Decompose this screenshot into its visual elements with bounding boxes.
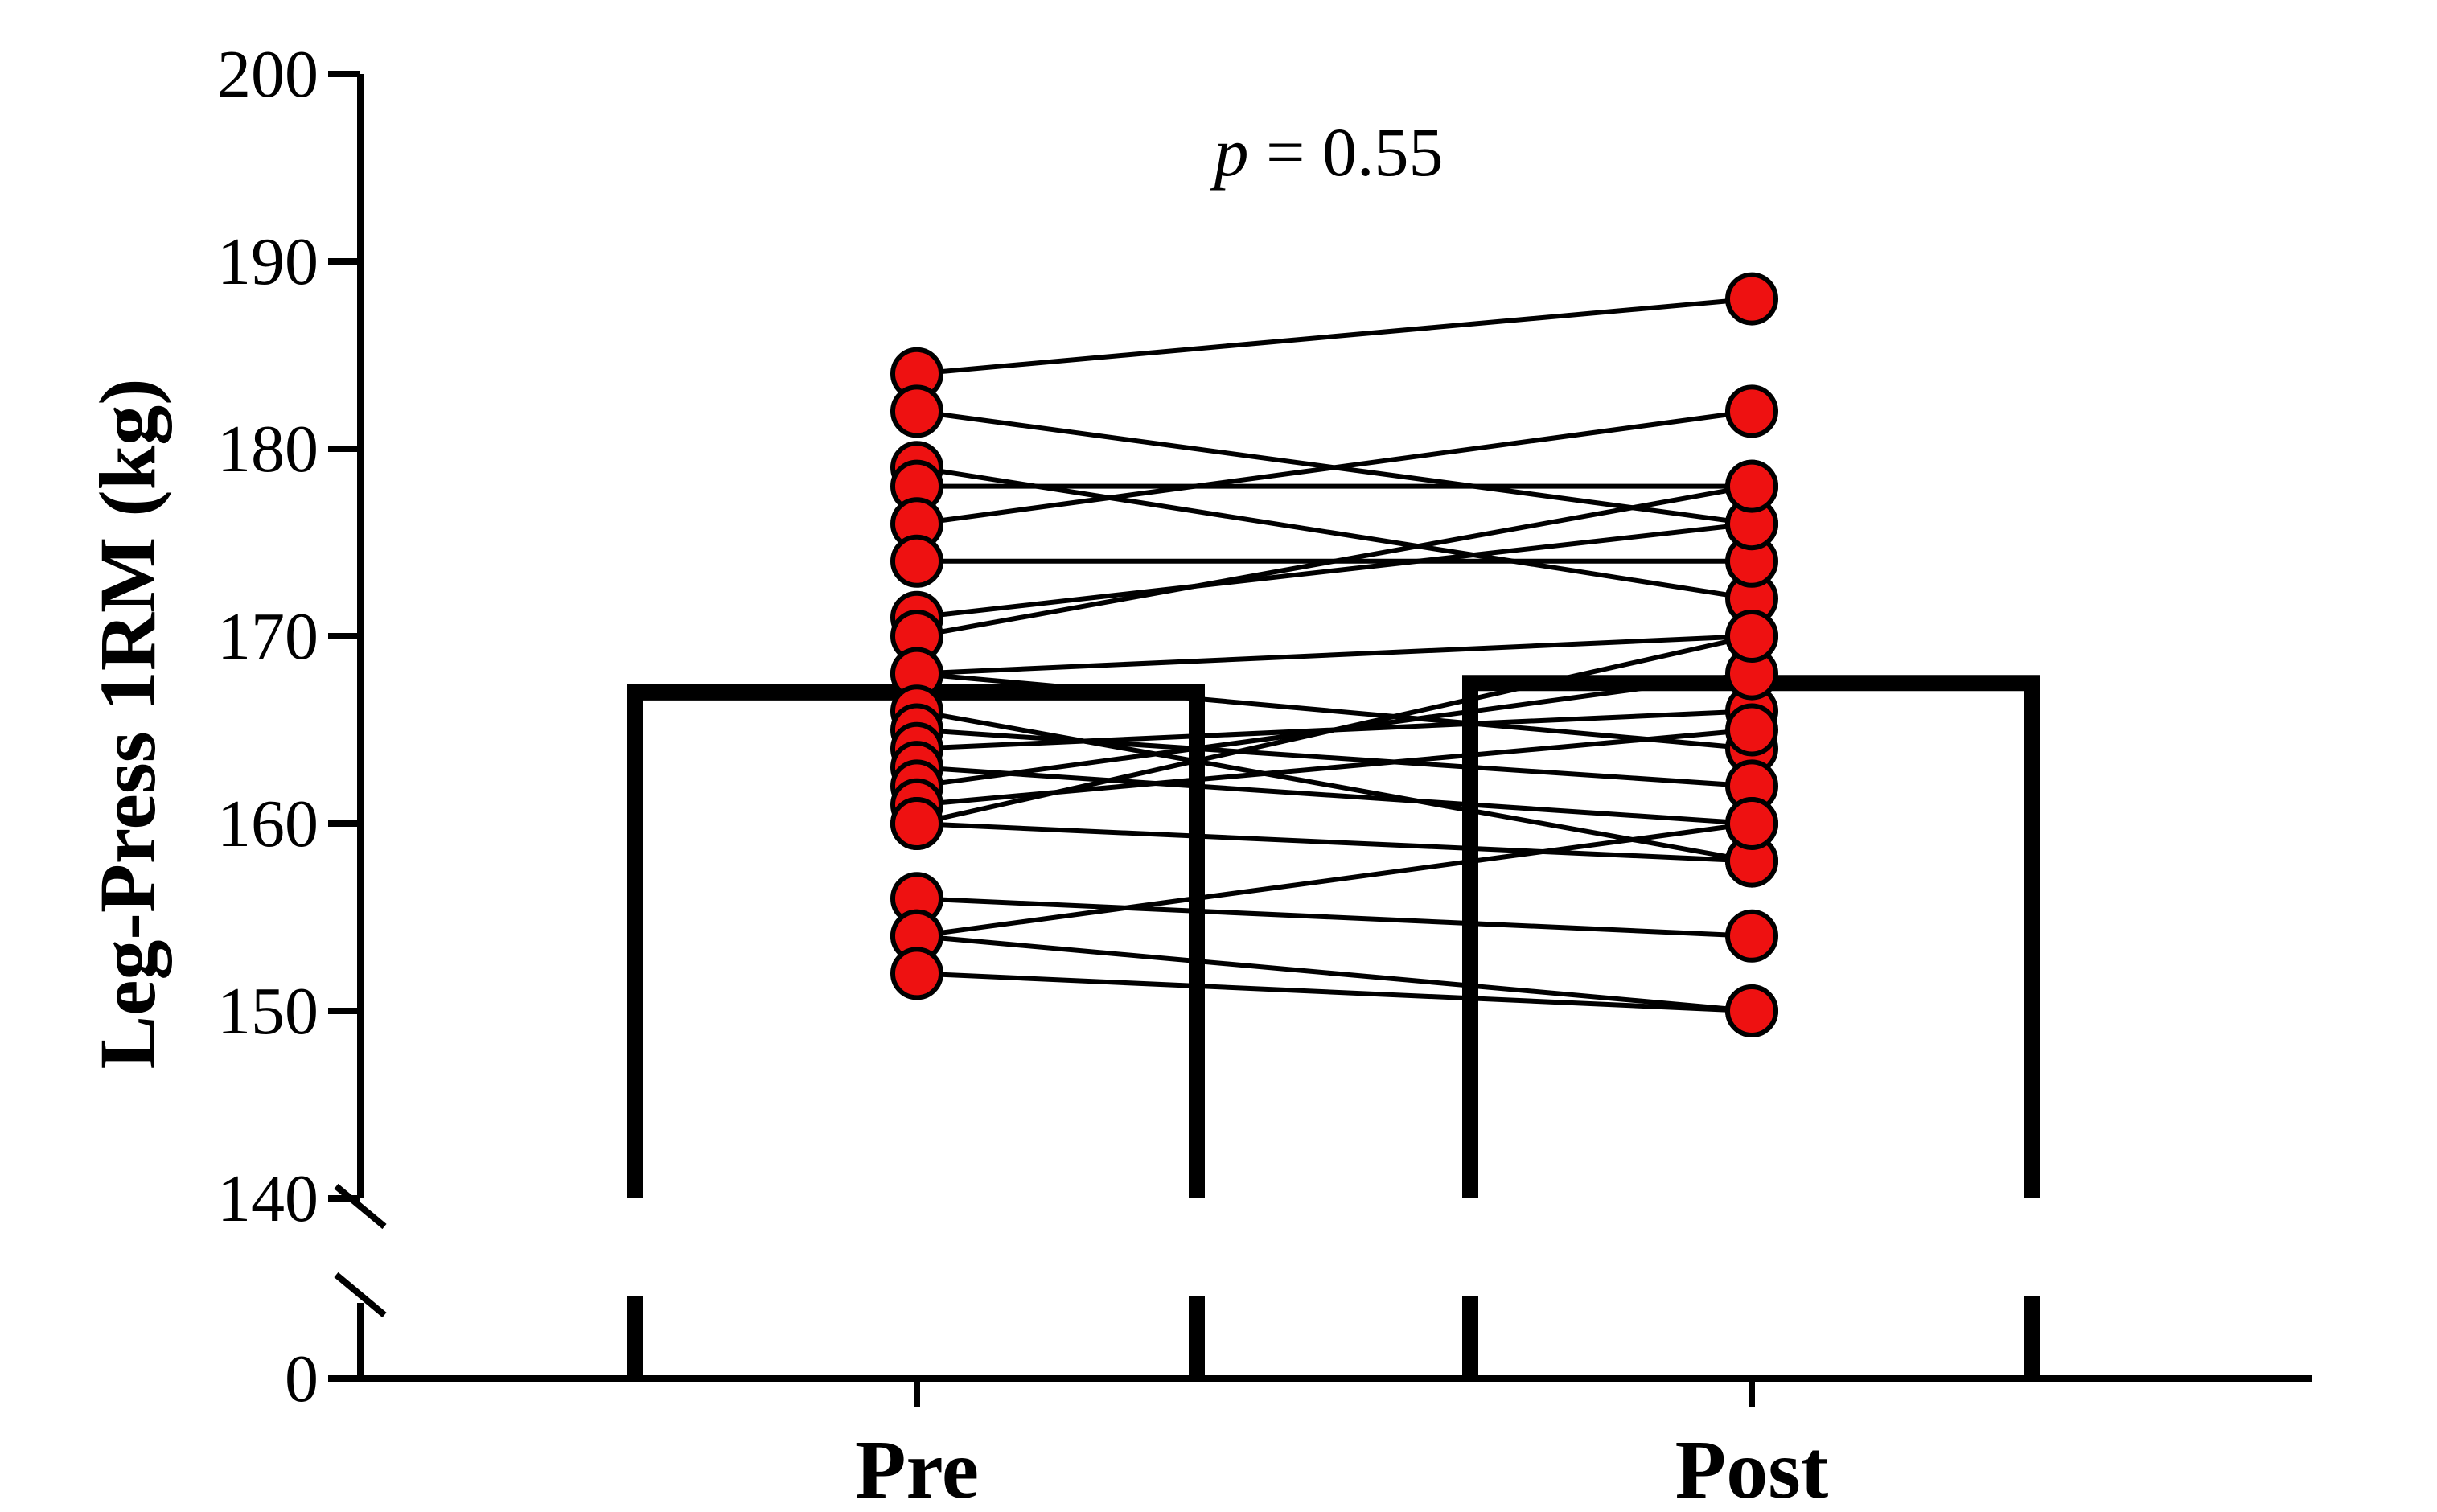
p-value-text: = 0.55 [1248,113,1443,191]
post-point [1725,909,1778,963]
pre-point [890,947,943,1000]
p-symbol: p [1209,113,1248,191]
paired-line [916,933,1753,1013]
category-label-post: Post [1675,1424,1829,1512]
p-value-annotation: p = 0.55 [1209,113,1443,191]
y-tick-label: 200 [217,37,318,112]
y-tick-label: 150 [217,974,318,1049]
y-tick-label: 190 [217,224,318,299]
paired-line [916,765,1753,826]
post-point [1725,459,1778,513]
paired-line [916,634,1753,826]
y-tick-label: 0 [285,1341,318,1416]
y-tick-label: 180 [217,412,318,487]
paired-line [916,671,1753,751]
pre-point [890,384,943,438]
pre-point [890,797,943,850]
paired-line [916,634,1753,676]
y-axis-title: Leg-Press 1RM (kg) [83,378,172,1069]
paired-line [916,521,1753,620]
paired-line [916,409,1753,527]
x-ticks: Pre Post [855,1378,1829,1512]
y-tick-label: 170 [217,599,318,674]
y-tick-label: 140 [217,1161,318,1236]
axis-break-mark-lower [334,1272,387,1318]
paired-line [916,483,1753,639]
paired-line [916,821,1753,939]
y-axis: 140 150 160 170 180 190 200 0 [217,37,387,1416]
post-point [1725,797,1778,850]
y-tick-label: 160 [217,787,318,861]
paired-line [916,971,1753,1013]
paired-line [916,465,1753,602]
paired-line [916,896,1753,939]
data-points [890,272,1778,1037]
axis-break-mark-upper [334,1183,387,1230]
paired-lines [916,296,1753,1013]
paired-line [916,727,1753,789]
post-point [1725,703,1778,757]
y-ticks: 140 150 160 170 180 190 200 0 [217,37,360,1416]
post-point [1725,984,1778,1037]
category-label-pre: Pre [855,1424,979,1512]
paired-line [916,821,1753,864]
post-point [1725,610,1778,663]
post-point [1725,272,1778,326]
paired-line [916,709,1753,864]
post-point [1725,384,1778,438]
pre-point [890,534,943,588]
paired-line [916,296,1753,376]
